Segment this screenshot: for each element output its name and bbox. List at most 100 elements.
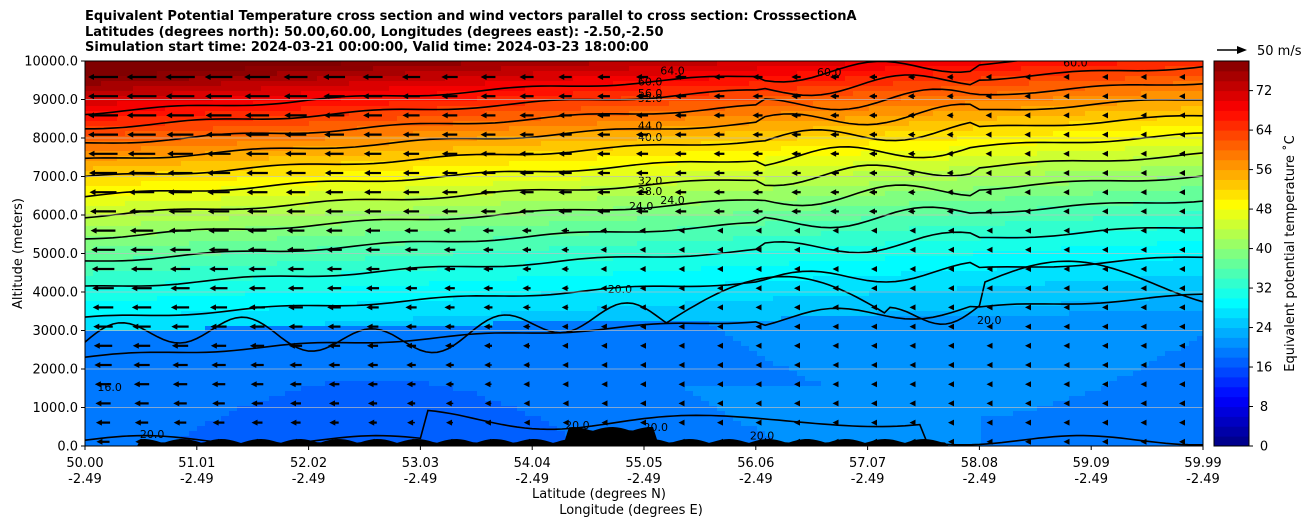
field-cell	[469, 126, 478, 132]
field-cell	[557, 81, 566, 87]
field-cell	[213, 141, 222, 147]
field-cell	[541, 301, 550, 307]
field-cell	[309, 101, 318, 107]
field-cell	[101, 81, 110, 87]
field-cell	[285, 376, 294, 382]
field-cell	[501, 316, 510, 322]
field-cell	[333, 96, 342, 102]
field-cell	[277, 91, 286, 97]
field-cell	[85, 341, 94, 347]
field-cell	[469, 81, 478, 87]
field-cell	[541, 286, 550, 292]
field-cell	[229, 211, 238, 217]
field-cell	[389, 156, 398, 162]
field-cell	[533, 156, 542, 162]
field-cell	[573, 381, 582, 387]
field-cell	[197, 426, 206, 432]
field-cell	[461, 261, 470, 267]
field-cell	[349, 111, 358, 117]
field-cell	[469, 411, 478, 417]
field-cell	[157, 346, 166, 352]
field-cell	[597, 101, 606, 107]
field-cell	[589, 186, 598, 192]
field-cell	[189, 291, 198, 297]
field-cell	[325, 396, 334, 402]
field-cell	[269, 171, 278, 177]
field-cell	[109, 346, 118, 352]
field-cell	[453, 296, 462, 302]
field-cell	[349, 326, 358, 332]
field-cell	[181, 271, 190, 277]
field-cell	[157, 66, 166, 72]
field-cell	[565, 101, 574, 107]
field-cell	[477, 71, 486, 77]
field-cell	[557, 241, 566, 247]
field-cell	[565, 296, 574, 302]
field-cell	[117, 116, 126, 122]
field-cell	[245, 386, 254, 392]
field-cell	[485, 386, 494, 392]
field-cell	[341, 426, 350, 432]
field-cell	[517, 426, 526, 432]
field-cell	[421, 86, 430, 92]
field-cell	[149, 271, 158, 277]
field-cell	[517, 421, 526, 427]
field-cell	[221, 426, 230, 432]
field-cell	[373, 321, 382, 327]
field-cell	[477, 361, 486, 367]
field-cell	[445, 321, 454, 327]
field-cell	[573, 266, 582, 272]
field-cell	[525, 76, 534, 82]
field-cell	[141, 411, 150, 417]
field-cell	[341, 346, 350, 352]
field-cell	[141, 426, 150, 432]
field-cell	[445, 436, 454, 442]
field-cell	[181, 156, 190, 162]
field-cell	[237, 261, 246, 267]
field-cell	[141, 146, 150, 152]
field-cell	[285, 346, 294, 352]
field-cell	[101, 166, 110, 172]
field-cell	[181, 336, 190, 342]
field-cell	[149, 356, 158, 362]
field-cell	[149, 406, 158, 412]
field-cell	[293, 231, 302, 237]
field-cell	[149, 226, 158, 232]
field-cell	[117, 361, 126, 367]
field-cell	[461, 356, 470, 362]
field-cell	[149, 396, 158, 402]
field-cell	[237, 91, 246, 97]
field-cell	[429, 91, 438, 97]
field-cell	[85, 86, 94, 92]
field-cell	[445, 161, 454, 167]
field-cell	[333, 81, 342, 87]
field-cell	[453, 176, 462, 182]
field-cell	[237, 66, 246, 72]
field-cell	[533, 306, 542, 312]
field-cell	[429, 81, 438, 87]
field-cell	[269, 316, 278, 322]
field-cell	[509, 281, 518, 287]
field-cell	[341, 316, 350, 322]
field-cell	[541, 161, 550, 167]
field-cell	[301, 371, 310, 377]
field-cell	[245, 106, 254, 112]
field-cell	[469, 211, 478, 217]
field-cell	[269, 306, 278, 312]
field-cell	[469, 426, 478, 432]
field-cell	[133, 311, 142, 317]
field-cell	[285, 176, 294, 182]
field-cell	[101, 396, 110, 402]
field-cell	[357, 226, 366, 232]
field-cell	[117, 381, 126, 387]
field-cell	[517, 296, 526, 302]
field-cell	[565, 266, 574, 272]
field-cell	[85, 406, 94, 412]
field-cell	[357, 156, 366, 162]
field-cell	[469, 266, 478, 272]
field-cell	[333, 281, 342, 287]
field-cell	[325, 281, 334, 287]
field-cell	[453, 236, 462, 242]
field-cell	[245, 276, 254, 282]
field-cell	[157, 386, 166, 392]
